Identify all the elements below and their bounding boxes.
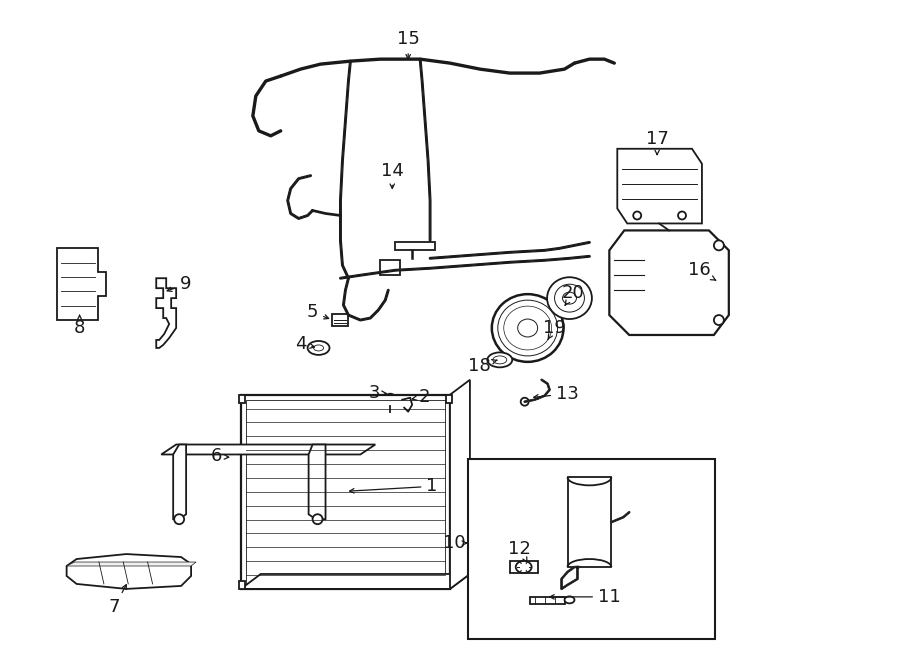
Polygon shape xyxy=(157,278,176,348)
Ellipse shape xyxy=(547,277,592,319)
Bar xyxy=(238,395,245,403)
Text: 9: 9 xyxy=(167,275,192,293)
Polygon shape xyxy=(309,444,326,519)
Ellipse shape xyxy=(308,341,329,355)
Polygon shape xyxy=(609,231,729,335)
Ellipse shape xyxy=(516,561,532,573)
Polygon shape xyxy=(617,149,702,223)
Polygon shape xyxy=(161,444,375,455)
Bar xyxy=(568,477,611,567)
Circle shape xyxy=(521,398,528,406)
Ellipse shape xyxy=(518,319,537,337)
Circle shape xyxy=(714,315,724,325)
Text: 6: 6 xyxy=(211,447,229,465)
Ellipse shape xyxy=(487,352,512,368)
Text: 15: 15 xyxy=(397,30,419,59)
Bar xyxy=(468,459,715,639)
Polygon shape xyxy=(173,444,186,519)
Ellipse shape xyxy=(564,596,574,603)
Polygon shape xyxy=(67,562,196,566)
Text: 1: 1 xyxy=(349,477,437,495)
Polygon shape xyxy=(57,249,106,320)
Ellipse shape xyxy=(498,300,557,356)
Circle shape xyxy=(384,394,396,406)
Text: 5: 5 xyxy=(307,303,328,321)
Text: 11: 11 xyxy=(550,588,621,606)
Ellipse shape xyxy=(491,294,563,362)
Ellipse shape xyxy=(562,292,577,304)
Text: 3: 3 xyxy=(369,384,386,402)
Text: 7: 7 xyxy=(109,584,126,616)
Text: 12: 12 xyxy=(508,540,531,562)
Circle shape xyxy=(678,212,686,219)
Bar xyxy=(381,260,400,275)
Bar xyxy=(246,400,445,584)
Text: 14: 14 xyxy=(381,162,404,188)
Ellipse shape xyxy=(554,284,584,312)
Bar xyxy=(238,581,245,589)
Bar xyxy=(395,243,435,251)
Bar xyxy=(530,597,564,604)
Text: 13: 13 xyxy=(534,385,579,403)
Text: 19: 19 xyxy=(543,319,566,340)
Polygon shape xyxy=(67,554,191,589)
Circle shape xyxy=(312,514,322,524)
Circle shape xyxy=(634,212,641,219)
Text: 20: 20 xyxy=(562,284,585,305)
Circle shape xyxy=(714,241,724,251)
Polygon shape xyxy=(450,380,470,589)
Text: 2: 2 xyxy=(412,388,430,406)
Text: 8: 8 xyxy=(74,315,86,337)
Text: 16: 16 xyxy=(688,261,716,280)
Circle shape xyxy=(175,514,184,524)
Text: 18: 18 xyxy=(469,357,497,375)
Ellipse shape xyxy=(504,306,552,350)
Bar xyxy=(241,395,450,589)
Bar xyxy=(509,561,537,573)
Polygon shape xyxy=(241,574,470,589)
Bar xyxy=(332,314,348,326)
Text: 17: 17 xyxy=(645,130,669,155)
Text: 10: 10 xyxy=(443,534,465,552)
Bar xyxy=(446,395,452,403)
Text: 4: 4 xyxy=(295,335,314,353)
